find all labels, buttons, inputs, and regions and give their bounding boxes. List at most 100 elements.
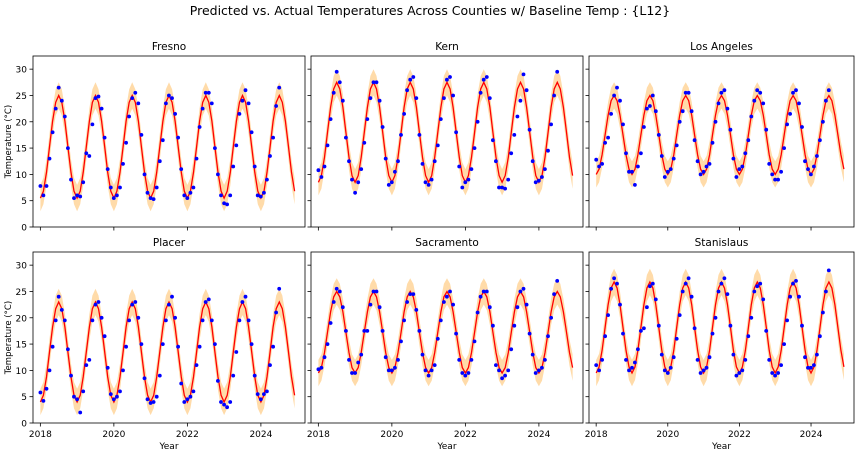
actual-point	[62, 318, 67, 323]
actual-point	[800, 323, 804, 328]
actual-point	[237, 112, 242, 116]
actual-point	[481, 77, 486, 82]
actual-point	[466, 177, 471, 182]
prediction-interval-band	[40, 288, 295, 416]
actual-point	[755, 284, 760, 289]
actual-point	[518, 289, 523, 294]
actual-point	[87, 358, 92, 362]
actual-point	[469, 358, 474, 362]
actual-point	[53, 106, 58, 111]
actual-point	[597, 368, 601, 373]
actual-point	[252, 164, 257, 169]
actual-point	[69, 177, 73, 182]
actual-point	[677, 313, 682, 317]
y-tick-label: 15	[16, 341, 27, 351]
actual-point	[484, 75, 489, 79]
actual-point	[509, 347, 514, 352]
actual-point	[653, 297, 658, 302]
actual-point	[350, 177, 354, 182]
actual-point	[176, 135, 181, 140]
actual-point	[734, 175, 739, 179]
actual-point	[515, 114, 520, 119]
axes-frame	[32, 251, 306, 424]
actual-point	[222, 402, 227, 407]
actual-point	[194, 156, 199, 161]
actual-point	[322, 355, 327, 360]
x-axis-label: Year	[711, 442, 731, 452]
actual-point	[216, 379, 220, 383]
actual-point	[127, 318, 131, 323]
actual-point	[121, 162, 125, 166]
actual-point	[142, 172, 147, 177]
y-tick-label: 30	[16, 66, 28, 76]
actual-point	[642, 326, 646, 331]
actual-point	[463, 373, 468, 378]
actual-point	[66, 347, 70, 352]
actual-point	[824, 289, 828, 294]
actual-point	[148, 196, 153, 201]
actual-point	[627, 169, 631, 174]
actual-point	[779, 169, 783, 174]
actual-point	[228, 193, 233, 198]
actual-point	[648, 104, 652, 108]
actual-point	[271, 344, 275, 349]
actual-point	[442, 300, 446, 304]
actual-point	[713, 315, 718, 320]
actual-point	[167, 93, 171, 98]
actual-point	[737, 167, 742, 172]
actual-point	[487, 96, 492, 100]
actual-point	[725, 292, 730, 296]
actual-point	[69, 373, 73, 378]
actual-point	[618, 98, 622, 103]
actual-point	[408, 77, 413, 82]
actual-point	[188, 190, 193, 195]
actual-point	[271, 135, 275, 140]
predicted-line	[317, 80, 574, 184]
actual-point	[707, 355, 712, 360]
actual-point	[782, 342, 786, 346]
actual-point	[785, 122, 789, 127]
actual-point	[182, 193, 187, 198]
actual-point	[758, 281, 763, 286]
actual-point	[148, 401, 153, 405]
actual-point	[188, 394, 193, 399]
actual-point	[277, 85, 282, 90]
actual-point	[612, 93, 616, 98]
actual-point	[540, 365, 544, 370]
actual-point	[794, 279, 798, 283]
actual-point	[108, 185, 113, 190]
actual-point	[243, 88, 248, 93]
actual-point	[752, 98, 757, 103]
actual-point	[621, 331, 625, 336]
y-tick-label: 20	[16, 314, 28, 324]
actual-point	[527, 127, 532, 132]
actual-point	[460, 185, 465, 190]
subplot-title: Stanislaus	[695, 237, 749, 249]
actual-point	[692, 138, 697, 143]
actual-point	[56, 294, 61, 299]
actual-point	[182, 400, 187, 404]
actual-point	[821, 119, 825, 124]
actual-point	[755, 88, 760, 93]
actual-point	[405, 300, 409, 304]
actual-point	[719, 281, 724, 286]
actual-point	[151, 197, 156, 202]
actual-point	[743, 358, 748, 362]
actual-point	[99, 315, 104, 320]
actual-point	[549, 315, 553, 320]
actual-point	[806, 167, 810, 172]
actual-point	[118, 389, 122, 394]
actual-point	[47, 368, 52, 373]
actual-point	[87, 154, 92, 158]
prediction-interval-band	[596, 82, 844, 188]
actual-point	[552, 292, 556, 296]
actual-point	[240, 98, 245, 103]
actual-point	[555, 69, 560, 74]
actual-point	[262, 392, 266, 396]
actual-point	[674, 143, 679, 148]
actual-point	[552, 93, 556, 98]
actual-point	[776, 177, 780, 182]
actual-point	[442, 96, 446, 100]
actual-point	[650, 93, 655, 98]
actual-point	[420, 162, 425, 166]
